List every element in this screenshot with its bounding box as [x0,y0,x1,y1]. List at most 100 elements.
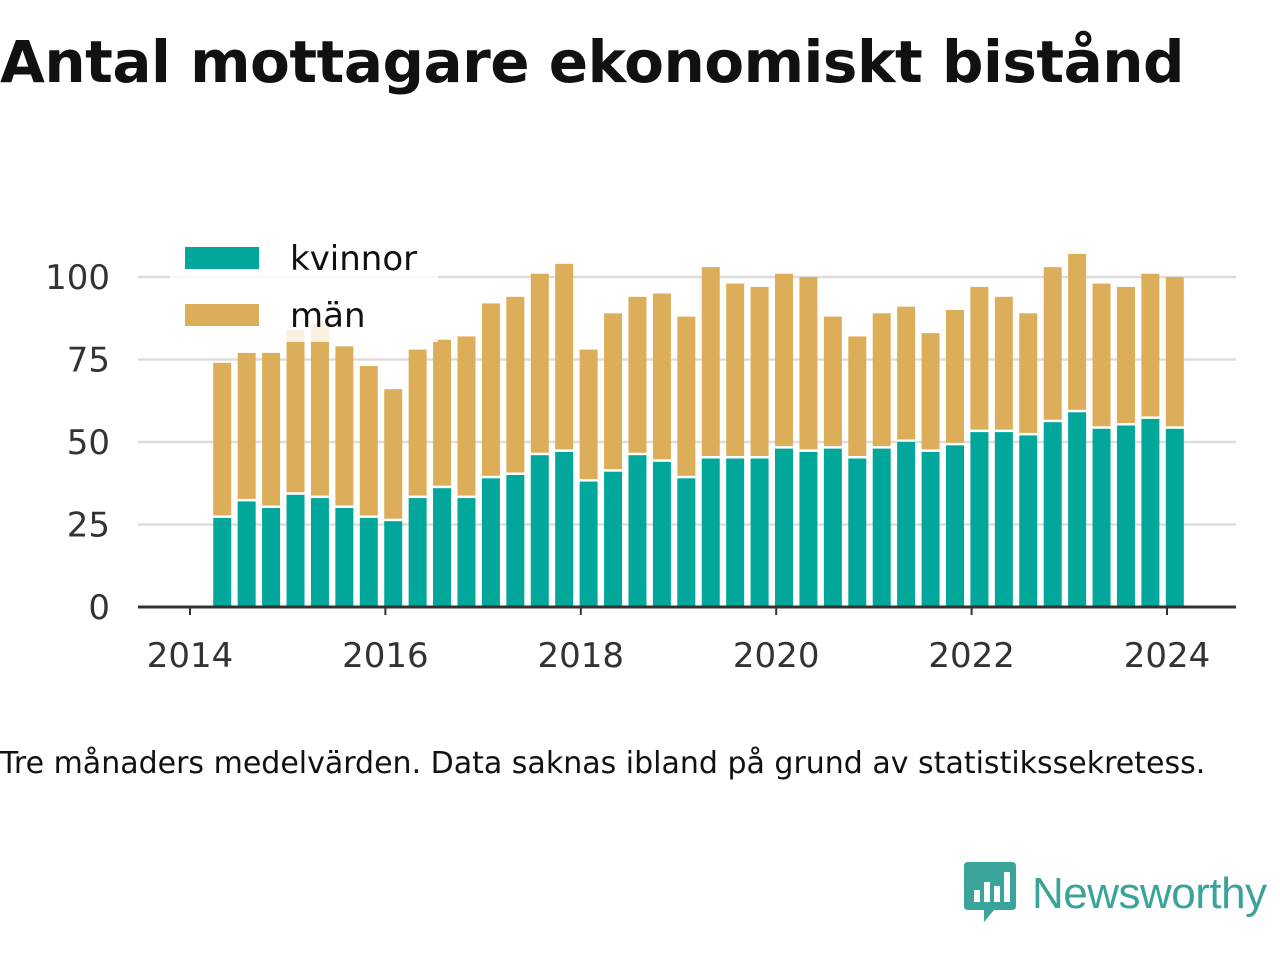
bar-kvinnor [653,462,671,607]
bar-kvinnor [457,498,475,607]
bar-man [555,264,573,450]
bar-man [702,267,720,456]
bar-kvinnor [702,459,720,608]
bar-kvinnor [799,452,817,607]
x-tick-label: 2022 [928,636,1015,676]
y-tick-label: 0 [88,588,110,628]
bar-kvinnor [1141,419,1159,607]
bar-man [751,287,769,456]
bar-chart-speech-bubble-icon [964,862,1016,926]
bar-kvinnor [482,478,500,607]
bar-man [1068,254,1086,410]
bar-man [628,297,646,453]
bar-kvinnor [1044,422,1062,607]
x-tick-label: 2016 [342,636,429,676]
bar-man [580,350,598,480]
bar-man [873,313,891,446]
bar-kvinnor [433,488,451,607]
bar-man [1141,274,1159,417]
y-tick-label: 75 [67,341,110,381]
bar-man [506,297,524,473]
bar-man [970,287,988,430]
bar-kvinnor [922,452,940,607]
bar-man [653,294,671,460]
bar-kvinnor [751,459,769,608]
x-tick-label: 2024 [1124,636,1211,676]
bar-man [433,340,451,486]
bar-kvinnor [946,445,964,607]
bar-kvinnor [506,475,524,607]
bar-kvinnor [1068,412,1086,607]
bar-man [848,336,866,456]
legend-label-kvinnor: kvinnor [290,239,417,279]
bar-kvinnor [580,482,598,607]
bar-kvinnor [311,498,329,607]
bar-man [897,307,915,440]
legend: kvinnor män [170,234,438,342]
bar-man [1117,287,1135,423]
bar-kvinnor [262,508,280,607]
x-axis-ticks: 2014 2016 2018 2020 2022 2024 [147,607,1211,676]
y-axis-labels: 0 25 50 75 100 [45,258,110,628]
bar-man [775,274,793,446]
legend-swatch-man [185,304,259,326]
bar-man [360,366,378,515]
bar-kvinnor [531,455,549,607]
x-tick-label: 2020 [733,636,820,676]
bar-kvinnor [775,449,793,607]
bar-man [531,274,549,453]
legend-label-man: män [290,296,366,336]
x-tick-label: 2014 [147,636,234,676]
y-tick-label: 50 [67,423,110,463]
bar-kvinnor [1019,435,1037,607]
bar-man [311,323,329,495]
bar-kvinnor [555,452,573,607]
bar-man [1044,267,1062,420]
bar-kvinnor [213,518,231,607]
bar-man [384,389,402,519]
x-tick-label: 2018 [538,636,625,676]
bar-kvinnor [824,449,842,607]
bar-man [238,353,256,499]
y-tick-label: 100 [45,258,110,298]
bar-man [457,336,475,495]
bar-man [335,346,353,505]
bar-kvinnor [335,508,353,607]
bar-man [409,350,427,496]
bar-kvinnor [1093,429,1111,607]
bar-kvinnor [287,495,305,607]
bar-kvinnor [360,518,378,607]
legend-swatch-kvinnor [185,247,259,269]
bar-man [677,317,695,476]
y-tick-label: 25 [67,506,110,546]
bar-man [1093,284,1111,427]
bar-kvinnor [726,459,744,608]
bar-man [824,317,842,447]
bar-kvinnor [409,498,427,607]
bar-man [262,353,280,506]
brand-logo: Newsworthy [964,862,1267,926]
bar-man [726,284,744,456]
bar-man [213,363,231,516]
bar-kvinnor [897,442,915,607]
bar-kvinnor [677,478,695,607]
bar-kvinnor [238,501,256,607]
bar-man [922,333,940,449]
bar-kvinnor [1117,426,1135,608]
bar-man [1166,277,1184,426]
bar-kvinnor [995,432,1013,607]
bar-man [604,313,622,469]
bar-kvinnor [628,455,646,607]
bar-man [946,310,964,443]
bar-kvinnor [384,521,402,607]
bar-man [799,277,817,449]
footnote: Tre månaders medelvärden. Data saknas ib… [0,746,1205,781]
bar-kvinnor [970,432,988,607]
bar-kvinnor [873,449,891,607]
bar-man [287,330,305,493]
bar-kvinnor [848,459,866,608]
bar-kvinnor [1166,429,1184,607]
bar-man [995,297,1013,430]
bar-man [1019,313,1037,433]
